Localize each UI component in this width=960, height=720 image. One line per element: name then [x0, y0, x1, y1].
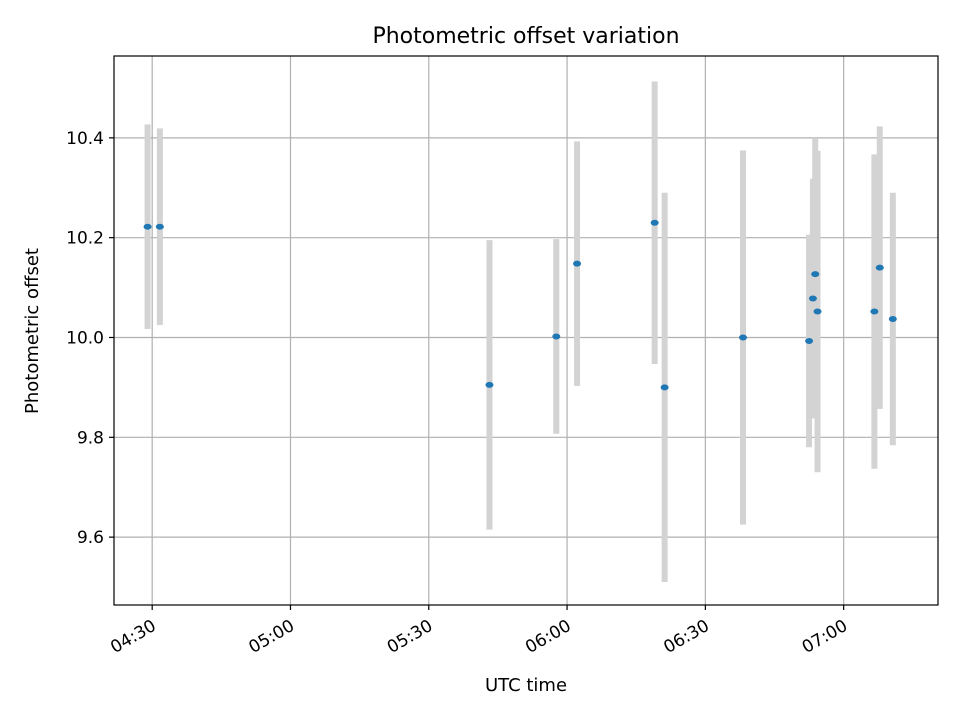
data-point	[552, 333, 561, 340]
y-tick-label: 10.4	[66, 129, 104, 149]
data-point	[155, 223, 164, 230]
data-point	[813, 308, 822, 315]
data-point	[485, 381, 494, 388]
x-axis-ticks: 04:30 05:00 05:30 06:00 06:30 07:00	[107, 605, 851, 658]
x-tick-label: 07:00	[799, 616, 851, 658]
x-tick-label: 05:30	[384, 616, 436, 658]
y-axis-label: Photometric offset	[22, 248, 43, 414]
x-axis-label: UTC time	[485, 675, 567, 696]
data-points	[143, 219, 897, 391]
data-point	[811, 271, 820, 278]
data-point	[808, 295, 817, 302]
plot-frame	[113, 55, 939, 606]
y-tick-label: 9.8	[77, 428, 104, 448]
data-point	[143, 223, 152, 230]
y-tick-label: 10.0	[66, 328, 104, 348]
data-point	[573, 260, 582, 267]
grid	[114, 56, 938, 605]
y-tick-label: 10.2	[66, 229, 104, 249]
x-tick-label: 04:30	[107, 616, 159, 658]
data-point	[660, 384, 669, 391]
data-point	[805, 337, 814, 344]
data-point	[739, 334, 748, 341]
x-tick-label: 05:00	[246, 616, 298, 658]
chart-title: Photometric offset variation	[372, 24, 679, 49]
x-tick-label: 06:00	[522, 616, 574, 658]
data-point	[888, 316, 897, 323]
x-tick-label: 06:30	[660, 616, 712, 658]
data-point	[870, 308, 879, 315]
y-tick-label: 9.6	[77, 528, 104, 548]
error-bars	[144, 81, 896, 583]
y-axis-ticks: 9.6 9.8 10.0 10.2 10.4	[66, 129, 114, 548]
data-point	[875, 264, 884, 271]
data-point	[650, 219, 659, 226]
